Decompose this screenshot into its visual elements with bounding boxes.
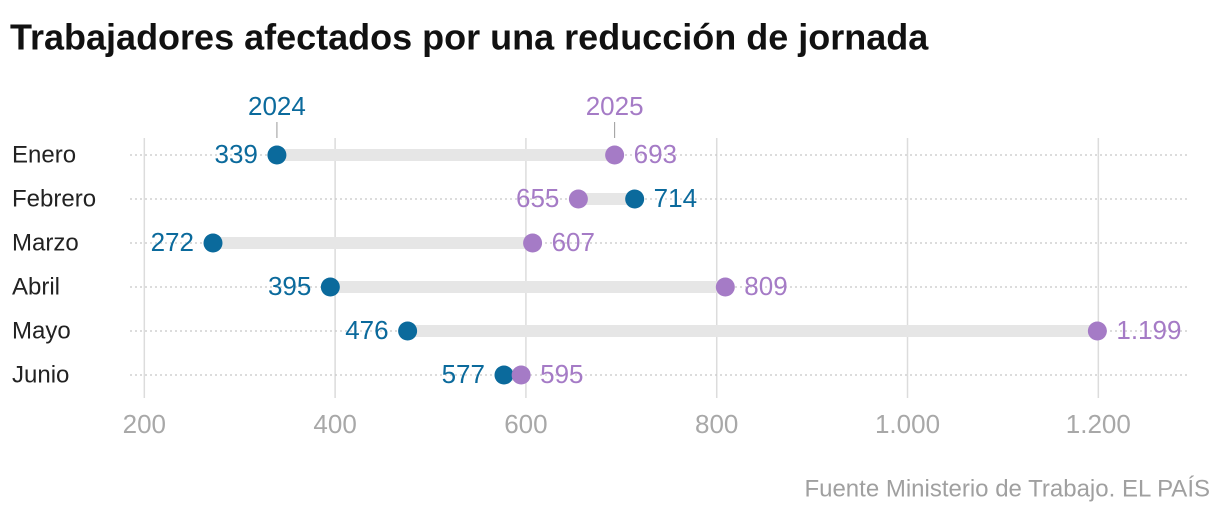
x-tick-label: 1.200	[1066, 409, 1131, 439]
x-tick-label: 200	[123, 409, 166, 439]
x-tick-label: 400	[313, 409, 356, 439]
dot	[715, 277, 735, 297]
value-label: 395	[268, 271, 311, 301]
category-label: Enero	[12, 141, 76, 168]
value-label: 339	[215, 139, 258, 169]
legend-label: 2025	[586, 91, 644, 121]
x-tick-label: 600	[504, 409, 547, 439]
legend-label: 2024	[248, 91, 306, 121]
category-label: Mayo	[12, 317, 71, 344]
x-tick-label: 800	[695, 409, 738, 439]
x-tick-label: 1.000	[875, 409, 940, 439]
dot	[203, 233, 223, 253]
dot	[320, 277, 340, 297]
value-label: 655	[516, 183, 559, 213]
dot	[267, 145, 287, 165]
value-label: 714	[654, 183, 697, 213]
dot	[494, 365, 514, 385]
value-label: 595	[540, 359, 583, 389]
category-label: Marzo	[12, 229, 79, 256]
value-label: 1.199	[1116, 315, 1181, 345]
value-label: 693	[634, 139, 677, 169]
category-label: Abril	[12, 273, 60, 300]
dot	[605, 145, 625, 165]
source: Fuente Ministerio de Trabajo. EL PAÍS	[804, 475, 1210, 502]
value-label: 272	[151, 227, 194, 257]
value-label: 607	[552, 227, 595, 257]
dot	[398, 321, 418, 341]
value-label: 809	[744, 271, 787, 301]
category-label: Febrero	[12, 185, 96, 212]
value-label: 476	[345, 315, 388, 345]
dot	[568, 189, 588, 209]
dot	[523, 233, 543, 253]
chart-title: Trabajadores afectados por una reducción…	[10, 17, 929, 58]
category-label: Junio	[12, 361, 69, 388]
dot	[1087, 321, 1107, 341]
value-label: 577	[442, 359, 485, 389]
dot	[625, 189, 645, 209]
dot	[511, 365, 531, 385]
